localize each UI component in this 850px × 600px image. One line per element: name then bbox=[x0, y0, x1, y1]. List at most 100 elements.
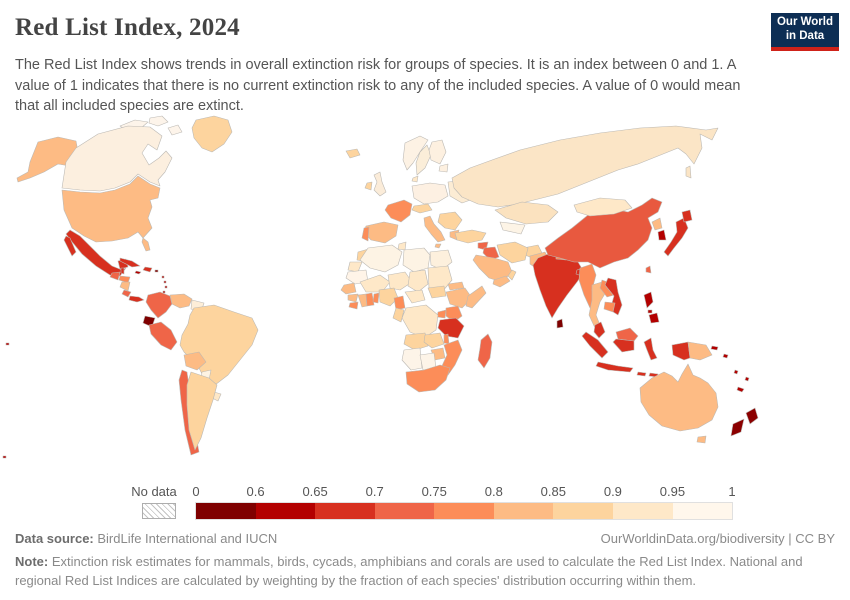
country-oman[interactable] bbox=[507, 269, 517, 281]
country-bolivia[interactable] bbox=[183, 351, 207, 371]
country-balkans[interactable] bbox=[437, 211, 463, 231]
legend-bin[interactable] bbox=[553, 503, 613, 519]
legend-bin[interactable] bbox=[434, 503, 494, 519]
country-ireland[interactable] bbox=[364, 181, 373, 191]
country-tunisia[interactable] bbox=[397, 241, 407, 251]
country-uk[interactable] bbox=[373, 171, 387, 197]
country-peru[interactable] bbox=[148, 321, 178, 351]
country-algeria[interactable] bbox=[359, 244, 403, 273]
country-drc[interactable] bbox=[401, 304, 439, 339]
country-nicaragua[interactable] bbox=[119, 281, 131, 292]
country-iceland[interactable] bbox=[345, 148, 361, 159]
country-philippines-mindanao[interactable] bbox=[648, 312, 660, 324]
country-nigeria[interactable] bbox=[378, 287, 399, 307]
country-russia-sakhalin[interactable] bbox=[685, 165, 692, 179]
country-south-korea[interactable] bbox=[657, 229, 667, 241]
country-mexico-baja[interactable] bbox=[63, 235, 77, 257]
no-data-swatch[interactable] bbox=[142, 503, 176, 519]
legend-bin[interactable] bbox=[493, 503, 554, 519]
country-zambia[interactable] bbox=[423, 332, 445, 349]
country-sri-lanka[interactable] bbox=[556, 318, 564, 329]
country-italy[interactable] bbox=[423, 215, 446, 243]
country-indonesia-borneo[interactable] bbox=[612, 338, 635, 353]
country-vietnam[interactable] bbox=[604, 277, 623, 316]
country-panama[interactable] bbox=[128, 295, 145, 303]
country-senegal[interactable] bbox=[340, 282, 357, 295]
country-guatemala[interactable] bbox=[109, 271, 121, 281]
country-papua-new-guinea[interactable] bbox=[687, 341, 713, 361]
legend-bin[interactable] bbox=[255, 503, 316, 519]
country-somalia[interactable] bbox=[465, 285, 487, 309]
world-choropleth-map[interactable] bbox=[0, 110, 850, 476]
legend-bin[interactable] bbox=[196, 503, 256, 519]
country-colombia[interactable] bbox=[145, 291, 173, 319]
country-new-zealand-south[interactable] bbox=[730, 418, 745, 437]
country-north-korea[interactable] bbox=[651, 217, 663, 231]
country-turkey[interactable] bbox=[454, 229, 487, 244]
country-jamaica[interactable] bbox=[134, 270, 142, 275]
country-uzbekistan[interactable] bbox=[499, 221, 526, 235]
country-italy-sicily[interactable] bbox=[434, 243, 442, 249]
country-alpine[interactable] bbox=[411, 203, 433, 214]
country-sudan[interactable] bbox=[427, 265, 453, 293]
attribution-link[interactable]: OurWorldinData.org/biodiversity | CC BY bbox=[600, 531, 835, 546]
country-niger[interactable] bbox=[387, 271, 413, 291]
country-norway[interactable] bbox=[402, 135, 429, 171]
country-south-africa[interactable] bbox=[405, 364, 451, 393]
country-cuba[interactable] bbox=[119, 257, 141, 268]
country-mali[interactable] bbox=[359, 274, 391, 293]
country-venezuela[interactable] bbox=[169, 293, 193, 309]
country-uganda[interactable] bbox=[436, 309, 447, 319]
country-spain[interactable] bbox=[363, 221, 399, 244]
country-russia[interactable] bbox=[451, 125, 719, 208]
country-indonesia-sulawesi[interactable] bbox=[643, 337, 658, 361]
country-iran[interactable] bbox=[496, 241, 529, 264]
country-antilles[interactable] bbox=[161, 275, 168, 294]
country-finland[interactable] bbox=[428, 139, 447, 165]
country-argentina[interactable] bbox=[186, 371, 218, 451]
country-melanesia-islands[interactable] bbox=[710, 345, 750, 393]
country-greenland[interactable] bbox=[191, 115, 233, 153]
country-pacific-islands[interactable] bbox=[2, 342, 10, 459]
country-baltics[interactable] bbox=[438, 163, 449, 173]
country-costa-rica[interactable] bbox=[121, 289, 132, 298]
country-south-sudan[interactable] bbox=[427, 285, 447, 299]
country-mozambique[interactable] bbox=[440, 339, 463, 376]
country-malaysia-borneo[interactable] bbox=[615, 327, 639, 342]
country-cambodia[interactable] bbox=[603, 301, 616, 313]
country-puerto-rico[interactable] bbox=[154, 269, 159, 273]
country-belize[interactable] bbox=[120, 267, 125, 275]
country-tanzania[interactable] bbox=[437, 317, 465, 339]
country-namibia[interactable] bbox=[401, 347, 423, 371]
country-madagascar[interactable] bbox=[477, 333, 493, 369]
country-canadian-arctic[interactable] bbox=[148, 115, 169, 127]
country-indonesia-sumatra[interactable] bbox=[581, 331, 609, 359]
country-malaysia-peninsula[interactable] bbox=[593, 321, 606, 339]
country-sweden[interactable] bbox=[415, 144, 432, 176]
country-angola[interactable] bbox=[403, 332, 429, 351]
country-ghana[interactable] bbox=[365, 292, 375, 307]
country-australia[interactable] bbox=[639, 363, 719, 432]
owid-logo[interactable]: Our World in Data bbox=[771, 13, 839, 51]
legend-bin[interactable] bbox=[374, 503, 435, 519]
legend-bin[interactable] bbox=[672, 503, 733, 519]
country-congo-gabon[interactable] bbox=[392, 307, 405, 323]
country-new-zealand-north[interactable] bbox=[745, 407, 759, 425]
country-philippines-visayas[interactable] bbox=[647, 309, 653, 314]
country-canada[interactable] bbox=[61, 125, 173, 192]
country-malawi[interactable] bbox=[443, 333, 450, 345]
country-cameroon[interactable] bbox=[393, 295, 406, 311]
country-kenya[interactable] bbox=[445, 305, 463, 323]
country-kazakhstan[interactable] bbox=[494, 201, 559, 225]
country-philippines-luzon[interactable] bbox=[643, 291, 654, 309]
legend-bin[interactable] bbox=[315, 503, 375, 519]
country-ivory-coast[interactable] bbox=[357, 293, 368, 308]
country-japan[interactable] bbox=[663, 217, 689, 257]
country-hispaniola[interactable] bbox=[142, 266, 153, 273]
country-libya[interactable] bbox=[402, 247, 431, 273]
country-indonesia-java[interactable] bbox=[595, 361, 634, 373]
country-indonesia-papua[interactable] bbox=[671, 341, 691, 361]
country-togo-benin[interactable] bbox=[372, 292, 380, 304]
country-canadian-arctic[interactable] bbox=[167, 124, 183, 136]
country-usa[interactable] bbox=[61, 175, 161, 243]
